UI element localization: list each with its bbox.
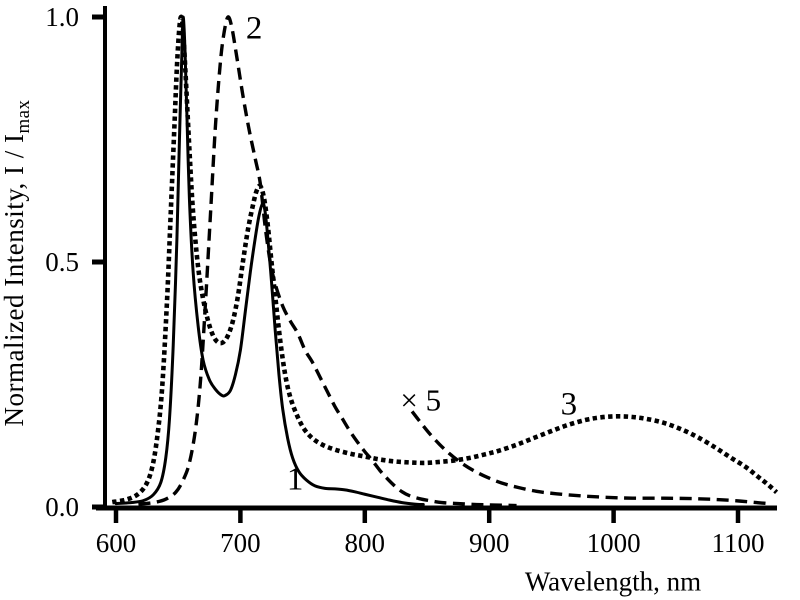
series-curve-1 [114,15,425,507]
x-tick-label: 600 [96,528,137,558]
series-curve-3 [111,14,779,505]
y-axis-title: Normalized Intensity, I / Imax [0,100,35,427]
x-tick-label: 700 [220,528,261,558]
y-axis-title-text: Normalized Intensity, I / I [0,133,29,427]
curve-3-label: 3 [561,387,578,423]
times-5-label: × 5 [400,383,441,418]
y-axis-title-subscript: max [13,99,34,134]
y-tick-label: 1.0 [45,2,79,32]
curve-1-label: 1 [287,462,304,498]
x-tick-label: 800 [345,528,386,558]
y-tick-label: 0.5 [45,247,79,277]
x-tick-label: 1100 [712,528,765,558]
x-tick-label: 1000 [587,528,641,558]
y-tick-label: 0.0 [45,492,79,522]
x-axis-title: Wavelength, nm [524,566,702,597]
curve-2-label: 2 [246,10,263,46]
series-curve-2 [138,15,517,508]
series-curve-2-times-5-tail [410,410,769,506]
x-tick-label: 900 [469,528,510,558]
